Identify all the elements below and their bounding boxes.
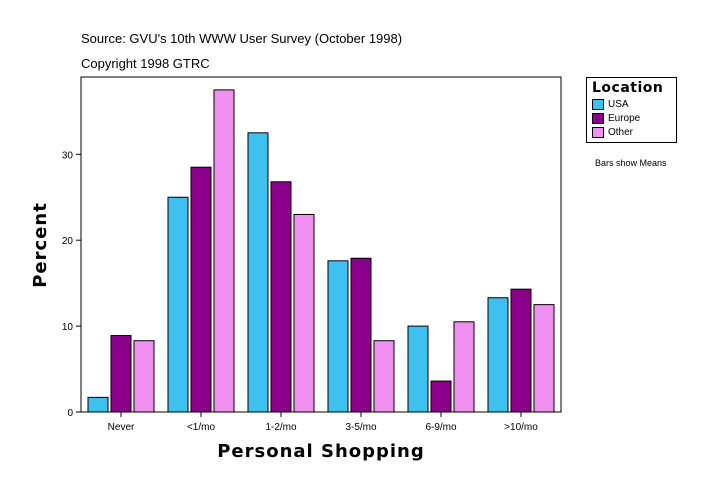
x-tick-label: 1-2/mo [265, 422, 297, 433]
legend: Location USA Europe Other [586, 77, 677, 143]
y-tick-label: 20 [62, 236, 74, 247]
bar-europe-4 [350, 257, 372, 413]
plot-area-frame [80, 76, 562, 413]
bar-europe-6 [510, 288, 532, 413]
y-tick-label: 10 [62, 322, 74, 333]
legend-swatch-europe [592, 113, 604, 124]
y-tick-label: 30 [62, 150, 74, 161]
legend-label-usa: USA [608, 99, 629, 110]
y-axis-title: Percent [30, 202, 51, 288]
x-axis-title: Personal Shopping [217, 441, 425, 462]
bar-usa-4 [327, 260, 349, 413]
legend-swatch-usa [592, 99, 604, 110]
bar-usa-2 [167, 196, 189, 413]
bar-usa-1 [87, 396, 109, 413]
legend-label-other: Other [608, 127, 634, 138]
bar-other-6 [533, 304, 555, 413]
bar-other-5 [453, 321, 475, 413]
bar-usa-5 [407, 325, 429, 413]
x-tick-label: 3-5/mo [345, 422, 377, 433]
source-caption: Source: GVU's 10th WWW User Survey (Octo… [81, 31, 403, 46]
y-tick-label: 0 [67, 408, 73, 419]
x-tick-label: <1/mo [187, 422, 216, 433]
legend-title: Location [592, 80, 664, 96]
bar-usa-3 [247, 132, 269, 413]
bar-europe-2 [190, 166, 212, 413]
x-tick-label: 6-9/mo [425, 422, 457, 433]
copyright-caption: Copyright 1998 GTRC [81, 56, 210, 71]
x-tick-label: Never [108, 422, 135, 433]
bar-other-1 [133, 340, 155, 413]
bar-other-3 [293, 213, 315, 413]
bar-europe-5 [430, 380, 452, 413]
bar-usa-6 [487, 297, 509, 413]
chart-note: Bars show Means [595, 158, 667, 168]
bar-europe-1 [110, 335, 132, 413]
bar-europe-3 [270, 181, 292, 413]
legend-swatch-other [592, 127, 604, 138]
bar-other-4 [373, 340, 395, 413]
bar-other-2 [213, 89, 235, 413]
legend-label-europe: Europe [608, 113, 641, 124]
x-tick-label: >10/mo [504, 422, 538, 433]
